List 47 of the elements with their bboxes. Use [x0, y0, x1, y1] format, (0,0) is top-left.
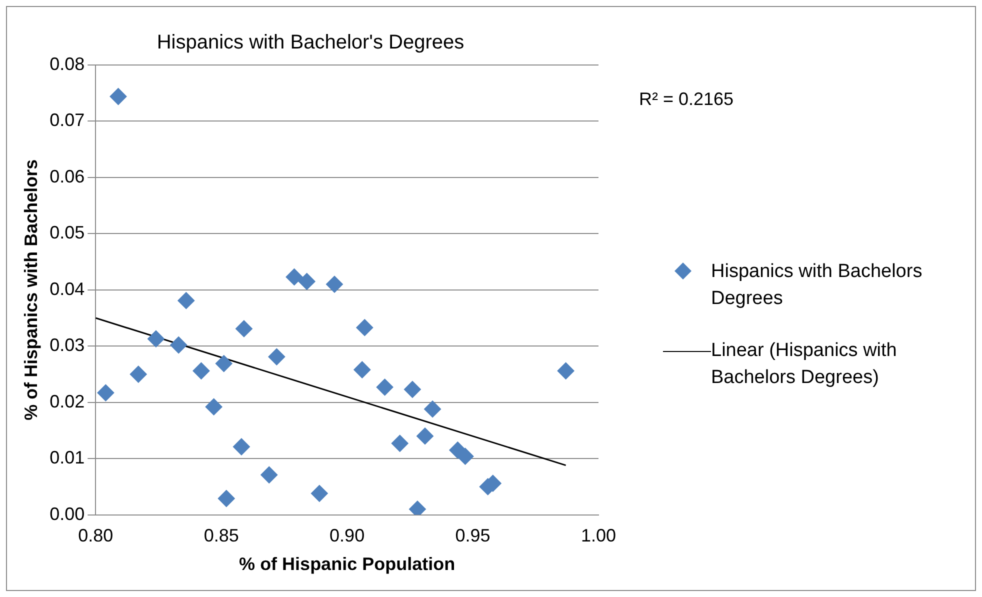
point [391, 434, 408, 452]
point [416, 428, 434, 445]
point [260, 466, 278, 484]
point [178, 292, 195, 310]
y-tick-label: 0.02 [50, 391, 85, 412]
point [356, 319, 374, 336]
y-tick-label: 0.04 [50, 278, 85, 299]
point [557, 362, 574, 380]
point [298, 272, 316, 290]
y-tick-label: 0.00 [50, 504, 85, 524]
point [215, 355, 232, 372]
y-tick-label: 0.01 [50, 448, 85, 468]
y-tick-label: 0.05 [50, 222, 85, 243]
point [205, 398, 222, 416]
y-tick-label: 0.06 [50, 166, 85, 186]
x-tick-label: 0.90 [330, 526, 365, 546]
point [286, 268, 303, 286]
x-tick-label: 0.85 [204, 526, 239, 546]
legend-label: Hispanics with Bachelors Degrees [711, 260, 924, 311]
point [218, 490, 235, 507]
y-axis-title: % of Hispanics with Bachelors [20, 159, 41, 420]
point [97, 384, 114, 402]
point [456, 448, 474, 465]
point [235, 320, 252, 338]
point [326, 276, 343, 293]
text: R² = 0.2165 [639, 89, 734, 110]
point [110, 88, 127, 105]
point [170, 336, 188, 354]
point [376, 378, 394, 396]
x-tick-label: 0.95 [455, 526, 490, 546]
point [310, 484, 328, 502]
point [130, 366, 147, 383]
point [232, 438, 250, 456]
legend-label: Linear (Hispanics with Bachelors Degrees) [711, 339, 898, 390]
x-tick-label: 1.00 [580, 526, 616, 546]
chart-title: Hispanics with Bachelor's Degrees [156, 32, 464, 54]
point [354, 361, 371, 378]
point [147, 330, 164, 348]
y-tick-label: 0.08 [50, 54, 85, 74]
x-tick-label: 0.80 [78, 526, 114, 546]
x-axis-title: % of Hispanic Population [239, 554, 456, 574]
point [424, 400, 442, 418]
point [268, 348, 286, 366]
y-tick-label: 0.07 [50, 110, 85, 130]
y-tick-label: 0.03 [50, 335, 85, 356]
point [192, 362, 210, 380]
point [404, 380, 421, 398]
